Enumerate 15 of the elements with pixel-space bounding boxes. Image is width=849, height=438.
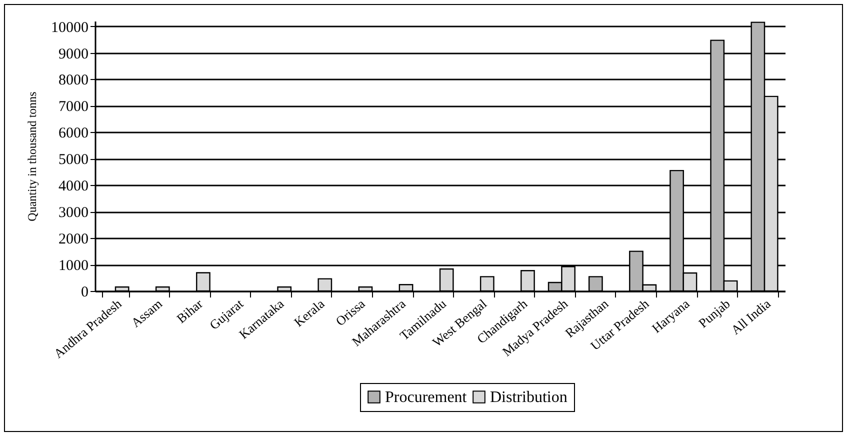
y-tick-label: 6000	[58, 126, 88, 142]
y-tick-label: 1000	[58, 258, 88, 274]
y-tick-label: 8000	[58, 72, 88, 89]
y-axis-title: Quantity in thousand tonns	[25, 91, 39, 222]
y-tick-label: 9000	[58, 46, 88, 62]
legend-label: Procurement	[385, 389, 468, 406]
y-tick-label: 7000	[58, 99, 88, 116]
y-tick-label: 5000	[58, 152, 88, 168]
x-tick-label: All India	[728, 296, 774, 338]
y-tick-label: 0	[81, 284, 88, 300]
y-tick-label: 3000	[58, 205, 88, 222]
y-tick-label: 4000	[58, 178, 88, 195]
y-tick-label: 10000	[51, 20, 88, 36]
y-tick-label: 2000	[58, 232, 88, 248]
legend-label: Distribution	[490, 389, 568, 406]
